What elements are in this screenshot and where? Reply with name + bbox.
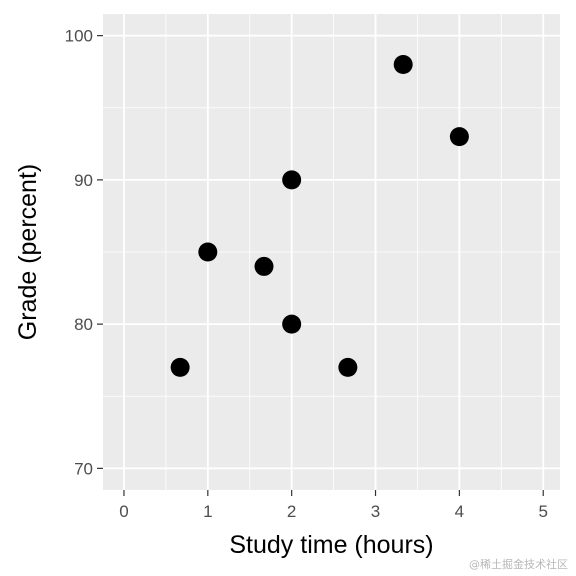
y-axis-title: Grade (percent)	[14, 164, 42, 340]
data-point	[338, 357, 358, 377]
data-point	[449, 127, 469, 147]
x-tick-label: 1	[203, 502, 212, 521]
data-point	[170, 357, 190, 377]
y-tick-label: 70	[74, 459, 93, 478]
x-tick-label: 3	[371, 502, 380, 521]
data-point	[282, 314, 302, 334]
x-tick-label: 0	[119, 502, 128, 521]
data-point	[393, 54, 413, 74]
x-tick-label: 4	[455, 502, 464, 521]
data-point	[282, 170, 302, 190]
y-tick-label: 90	[74, 171, 93, 190]
data-point	[254, 256, 274, 276]
axis-ticks	[97, 35, 544, 496]
x-axis-title: Study time (hours)	[229, 531, 433, 559]
y-tick-label: 80	[74, 315, 93, 334]
minor-gridlines	[103, 14, 560, 490]
data-points	[170, 54, 469, 377]
tick-labels: 0 1 2 3 4 5 70 80 90 100	[65, 27, 548, 521]
x-tick-label: 5	[538, 502, 547, 521]
y-tick-label: 100	[65, 27, 93, 46]
x-tick-label: 2	[287, 502, 296, 521]
watermark: @稀土掘金技术社区	[469, 558, 568, 571]
data-point	[198, 242, 218, 262]
